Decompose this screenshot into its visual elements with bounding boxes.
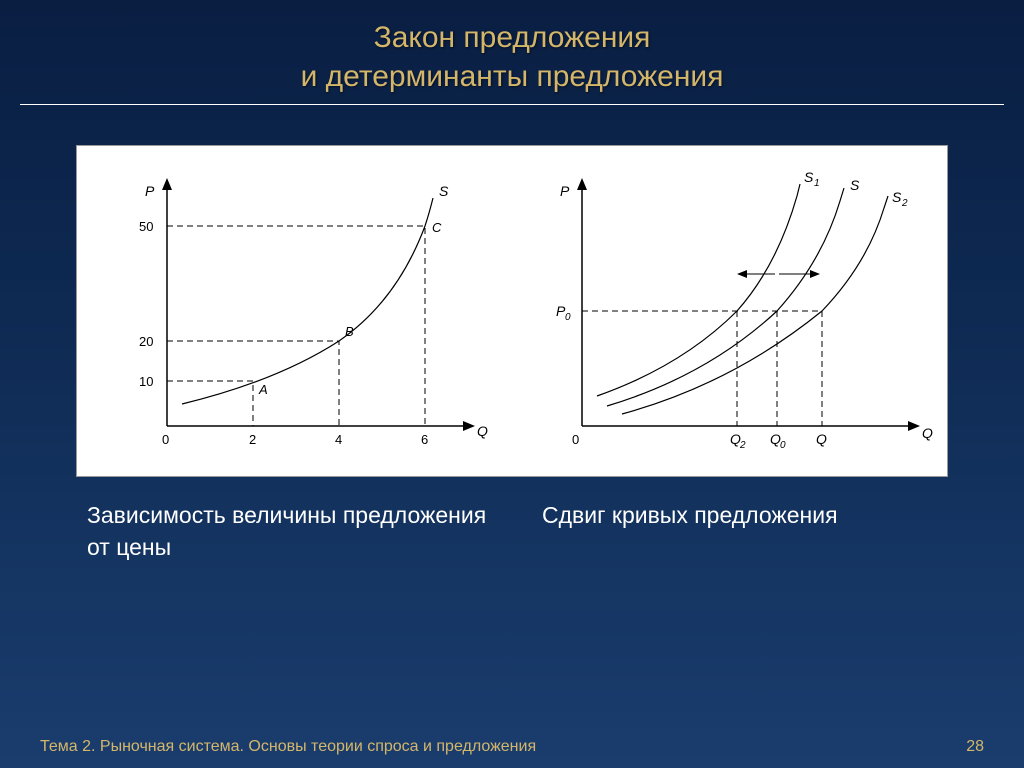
curve-s2 [622,196,888,414]
right-chart-svg: P Q 0 P 0 S 1 S S 2 [512,146,947,476]
ylabel-r: P [560,183,570,199]
left-chart-panel: P Q 0 2 4 6 10 20 50 S A B C [77,146,512,476]
curve-s1 [597,184,800,396]
svg-text:0: 0 [565,312,571,323]
label-s2: S 2 [892,189,908,209]
footer-text: Тема 2. Рыночная система. Основы теории … [40,738,536,756]
svg-text:Q: Q [816,431,827,447]
xt-q: Q [816,431,827,447]
label-s1: S 1 [804,169,820,189]
footer: Тема 2. Рыночная система. Основы теории … [0,738,1024,756]
left-chart-svg: P Q 0 2 4 6 10 20 50 S A B C [77,146,512,476]
point-a: A [258,382,268,397]
svg-text:S: S [892,189,902,205]
divider [20,104,1004,105]
title-line2: и детерминанты предложения [301,60,724,93]
ytick-10: 10 [139,374,153,389]
svg-text:0: 0 [780,440,786,451]
xtick-4: 4 [335,432,342,447]
captions-row: Зависимость величины предложения от цены… [77,499,947,563]
slide-title: Закон предложения и детерминанты предлож… [0,0,1024,104]
svg-text:S: S [804,169,814,185]
origin-r: 0 [572,432,579,447]
xt-q0: Q 0 [770,431,786,451]
chart-container: P Q 0 2 4 6 10 20 50 S A B C [76,145,948,477]
title-line1: Закон предложения [374,21,651,54]
xlabel: Q [477,423,488,439]
right-chart-panel: P Q 0 P 0 S 1 S S 2 [512,146,947,476]
xlabel-r: Q [922,425,933,441]
curve-s [607,188,844,406]
point-c: C [432,220,442,235]
ylabel: P [145,183,155,199]
curve-label-s: S [439,183,449,199]
xtick-0: 0 [162,432,169,447]
svg-text:2: 2 [739,440,746,451]
svg-text:S: S [850,177,860,193]
guide-c [167,226,425,426]
caption-right: Сдвиг кривых предложения [512,499,947,563]
axes-r [577,178,920,431]
label-s: S [850,177,860,193]
xtick-2: 2 [249,432,256,447]
guide-b [167,341,339,426]
p0-label: P 0 [556,303,571,323]
svg-text:1: 1 [814,178,820,189]
supply-curve [182,198,433,404]
caption-left: Зависимость величины предложения от цены [77,499,512,563]
xt-q2: Q 2 [730,431,746,451]
svg-text:2: 2 [901,198,908,209]
point-b: B [345,324,354,339]
page-number: 28 [966,738,984,756]
xtick-6: 6 [421,432,428,447]
ytick-20: 20 [139,334,153,349]
ytick-50: 50 [139,219,153,234]
